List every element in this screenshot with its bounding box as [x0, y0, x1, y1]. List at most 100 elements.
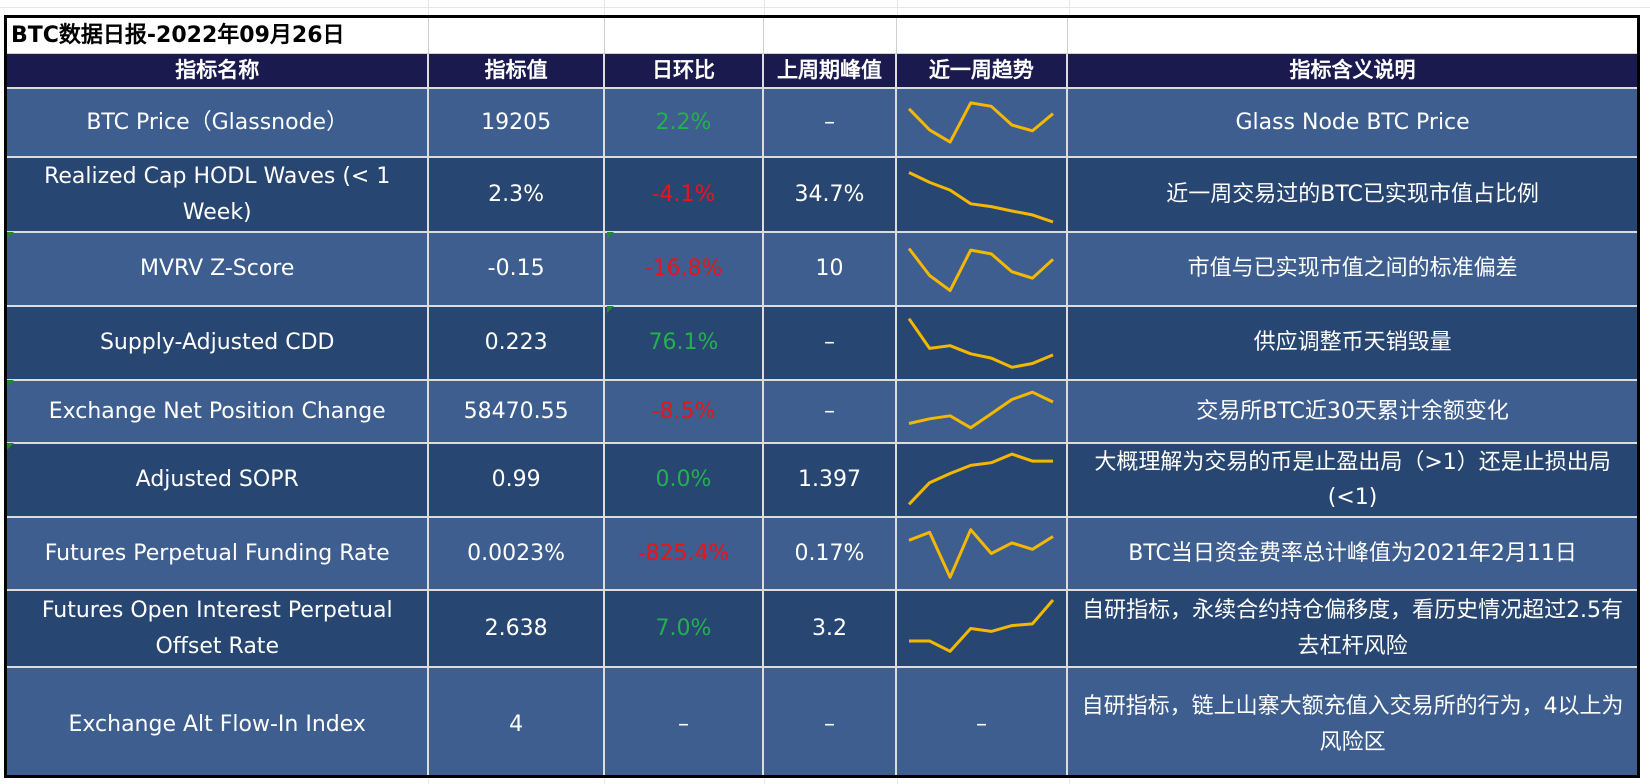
indicator-name[interactable]: Exchange Alt Flow-In Index — [7, 668, 430, 775]
weekly-trend-sparkline[interactable] — [897, 233, 1069, 305]
sparkline-chart — [908, 101, 1055, 144]
indicator-name[interactable]: Adjusted SOPR — [7, 444, 430, 516]
prev-peak[interactable]: 1.397 — [764, 444, 897, 516]
indicator-meaning[interactable]: 市值与已实现市值之间的标准偏差 — [1187, 256, 1518, 282]
indicator-value[interactable]: -0.15 — [429, 233, 605, 305]
daily-change[interactable]: – — [605, 668, 765, 775]
daily-change[interactable]: 7.0% — [605, 591, 765, 666]
prev-peak[interactable]: 34.7% — [764, 158, 897, 231]
header-prev-peak[interactable]: 上周期峰值 — [764, 54, 897, 87]
prev-peak[interactable]: 3.2 — [764, 591, 897, 666]
sparkline-chart — [908, 317, 1055, 369]
sparkline-line — [909, 599, 1055, 653]
indicator-meaning[interactable]: 自研指标，永续合约持仓偏移度，看历史情况超过2.5有去杠杆风险 — [1082, 598, 1624, 659]
prev-peak[interactable]: – — [764, 307, 897, 379]
table-row: Futures Perpetual Funding Rate 0.0023% -82… — [7, 516, 1637, 589]
sparkline-chart — [908, 452, 1054, 506]
weekly-trend-sparkline[interactable] — [897, 307, 1069, 379]
indicator-value[interactable]: 19205 — [429, 89, 605, 156]
indicator-meaning[interactable]: Glass Node BTC Price — [1235, 109, 1470, 135]
weekly-trend[interactable]: – — [897, 668, 1069, 775]
prev-peak[interactable]: 0.17% — [764, 518, 897, 589]
indicator-value[interactable]: 0.0023% — [429, 518, 605, 589]
table-row: Adjusted SOPR 0.99 0.0% 1.397 大概理解为交易的币是止盈出局… — [7, 442, 1637, 516]
indicator-value[interactable]: 4 — [429, 668, 605, 775]
sparkline-line — [908, 171, 1054, 224]
indicator-name[interactable]: Exchange Net Position Change — [7, 381, 430, 442]
sparkline-chart — [908, 528, 1055, 579]
indicator-meaning[interactable]: 供应调整币天销毁量 — [1253, 330, 1452, 356]
weekly-trend-sparkline[interactable] — [897, 591, 1069, 666]
sparkline-line — [908, 317, 1055, 369]
prev-peak[interactable]: – — [764, 668, 897, 775]
header-indicator-value[interactable]: 指标值 — [429, 54, 605, 87]
prev-peak[interactable]: – — [764, 381, 897, 442]
table-row: Exchange Alt Flow-In Index 4– – – 自研指标，链上山寨大… — [7, 666, 1637, 775]
daily-change[interactable]: -8.5% — [605, 381, 765, 442]
report-table: BTC数据日报-2022年09月26日 指标名称 指标值 日环比 上周期峰值 近… — [4, 15, 1640, 778]
indicator-name[interactable]: Supply-Adjusted CDD — [7, 307, 430, 379]
daily-change[interactable]: 76.1% — [605, 307, 765, 379]
table-row: BTC Price（Glassnode） 19205 2.2% – Glass Node… — [7, 87, 1637, 156]
indicator-value[interactable]: 0.223 — [429, 307, 605, 379]
table-row: Futures Open Interest Perpetual Offset R… — [7, 589, 1637, 666]
sparkline-line — [908, 452, 1054, 506]
cell-comment-indicator — [7, 443, 14, 450]
sheet-gridline — [0, 7, 1650, 8]
indicator-name[interactable]: Futures Open Interest Perpetual Offset R… — [7, 591, 430, 666]
sparkline-line — [908, 528, 1055, 579]
weekly-trend-sparkline[interactable] — [897, 158, 1069, 231]
cell-comment-indicator — [607, 306, 614, 313]
sparkline-line — [908, 101, 1055, 144]
indicator-meaning[interactable]: 近一周交易过的BTC已实现市值占比例 — [1166, 181, 1539, 207]
table-row: Realized Cap HODL Waves (< 1 Week) 2.3% -4… — [7, 156, 1637, 231]
cell-comment-indicator — [7, 380, 14, 387]
table-row: MVRV Z-Score -0.15 -16.8% 10 市值与已实现市值之间的标准偏差 — [7, 231, 1637, 305]
daily-change[interactable]: -825.4% — [605, 518, 765, 589]
indicator-name[interactable]: Futures Perpetual Funding Rate — [7, 518, 430, 589]
table-row: Exchange Net Position Change 58470.55 -8.5… — [7, 379, 1637, 442]
table-row: Supply-Adjusted CDD 0.223 76.1% – 供应调整币天销毁量 — [7, 305, 1637, 379]
weekly-trend-sparkline[interactable] — [897, 518, 1069, 589]
daily-change[interactable]: 2.2% — [605, 89, 765, 156]
indicator-name[interactable]: Realized Cap HODL Waves (< 1 Week) — [7, 158, 430, 231]
header-daily-change[interactable]: 日环比 — [605, 54, 765, 87]
report-title[interactable]: BTC数据日报-2022年09月26日 — [7, 18, 430, 54]
blank-cell[interactable] — [764, 18, 897, 54]
indicator-name[interactable]: BTC Price（Glassnode） — [7, 89, 430, 156]
prev-peak[interactable]: 10 — [764, 233, 897, 305]
indicator-meaning[interactable]: BTC当日资金费率总计峰值为2021年2月11日 — [1128, 540, 1577, 566]
indicator-value[interactable]: 2.3% — [429, 158, 605, 231]
title-row: BTC数据日报-2022年09月26日 — [7, 18, 1637, 54]
weekly-trend-sparkline[interactable] — [897, 444, 1069, 516]
daily-change[interactable]: 0.0% — [605, 444, 765, 516]
sparkline-chart — [908, 171, 1054, 224]
header-indicator-name[interactable]: 指标名称 — [7, 54, 430, 87]
blank-cell[interactable] — [897, 18, 1069, 54]
blank-cell[interactable] — [1068, 18, 1637, 54]
sparkline-line — [909, 390, 1055, 430]
weekly-trend-sparkline[interactable] — [897, 89, 1069, 156]
blank-cell[interactable] — [605, 18, 765, 54]
daily-change[interactable]: -16.8% — [605, 233, 765, 305]
daily-change[interactable]: -4.1% — [605, 158, 765, 231]
sparkline-chart — [908, 247, 1055, 293]
weekly-trend-sparkline[interactable] — [897, 381, 1069, 442]
indicator-value[interactable]: 0.99 — [429, 444, 605, 516]
header-weekly-trend[interactable]: 近一周趋势 — [897, 54, 1069, 87]
cell-comment-indicator — [607, 232, 614, 239]
header-meaning[interactable]: 指标含义说明 — [1289, 58, 1416, 82]
indicator-value[interactable]: 2.638 — [429, 591, 605, 666]
cell-comment-indicator — [7, 232, 14, 239]
indicator-name[interactable]: MVRV Z-Score — [7, 233, 430, 305]
sparkline-line — [908, 247, 1055, 293]
prev-peak[interactable]: – — [764, 89, 897, 156]
blank-cell[interactable] — [429, 18, 605, 54]
header-row: 指标名称 指标值 日环比 上周期峰值 近一周趋势 指标含义说明 — [7, 54, 1637, 87]
indicator-meaning[interactable]: 交易所BTC近30天累计余额变化 — [1196, 398, 1509, 424]
indicator-meaning[interactable]: 自研指标，链上山寨大额充值入交易所的行为，4以上为风险区 — [1081, 694, 1624, 755]
sparkline-chart — [909, 390, 1055, 430]
indicator-meaning[interactable]: 大概理解为交易的币是止盈出局（>1）还是止损出局(<1) — [1094, 449, 1611, 510]
sparkline-chart — [909, 599, 1055, 653]
indicator-value[interactable]: 58470.55 — [429, 381, 605, 442]
